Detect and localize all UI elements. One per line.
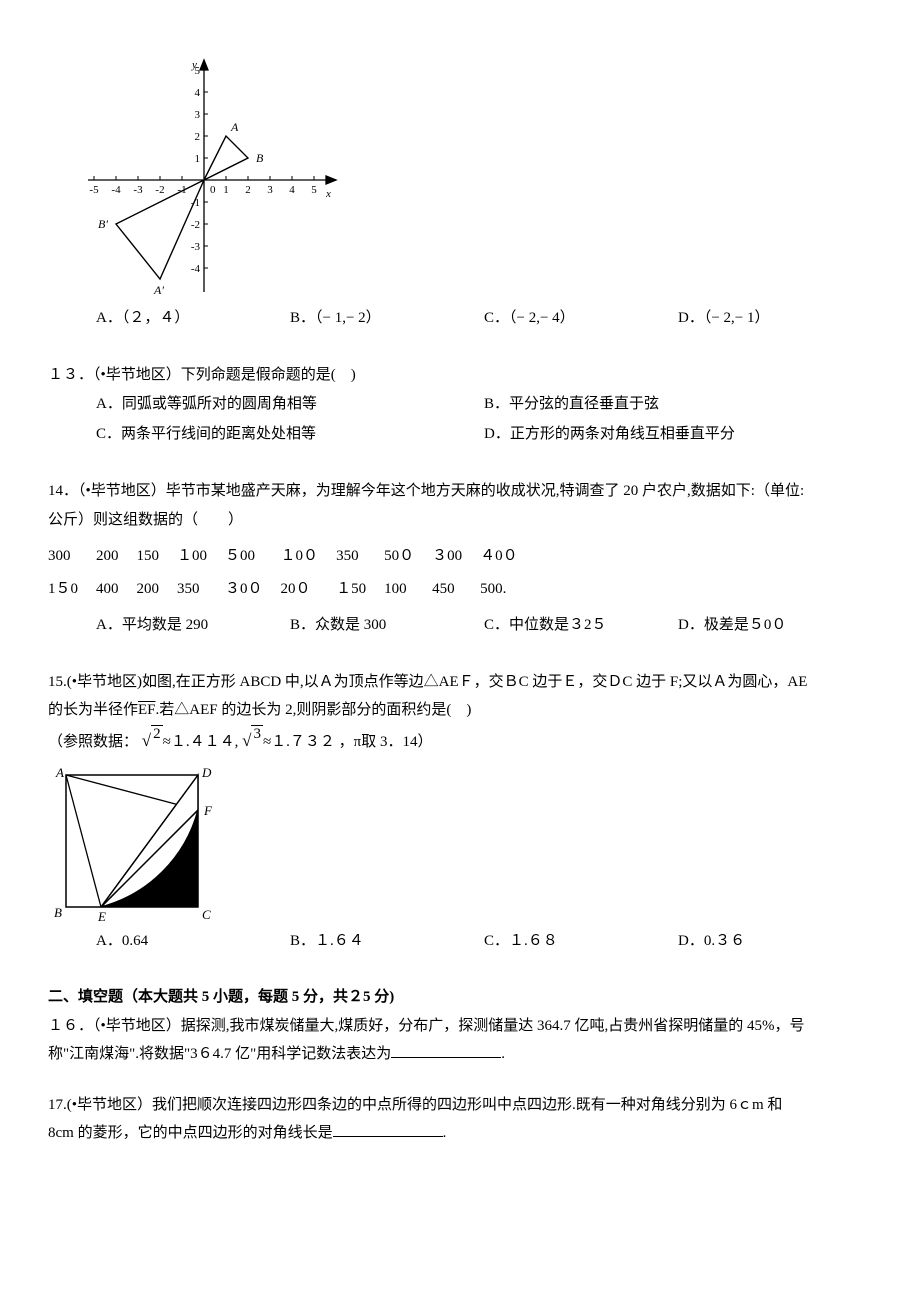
svg-text:3: 3 — [195, 109, 201, 121]
q16: １６．（•毕节地区）据探测,我市煤炭储量大,煤质好，分布广，探测储量达 364.… — [48, 1012, 872, 1069]
q13-option-a: A．同弧或等弧所对的圆周角相等 — [96, 389, 484, 419]
q13-option-c: C．两条平行线间的距离处处相等 — [96, 419, 484, 449]
q17-line2: 8cm 的菱形，它的中点四边形的对角线长是. — [48, 1119, 872, 1148]
q12-option-c: C．（− 2,− 4） — [484, 304, 678, 333]
svg-text:0: 0 — [210, 184, 216, 196]
q15-reference-data: （参照数据： √2≈１.４１４, √3≈１.７３２ ，π取 3．14） — [48, 725, 872, 757]
q12-option-a-text: （２，４） — [122, 310, 190, 326]
table-cell: 450 — [432, 573, 480, 606]
q12: -5-4-3 -2-1 123 45 0 -4-3-2 -1 123 45 x … — [48, 50, 872, 333]
svg-text:B: B — [54, 905, 62, 920]
table-cell: １50 — [336, 573, 384, 606]
svg-text:B: B — [256, 151, 264, 165]
table-cell: 500. — [480, 573, 536, 606]
svg-text:-3: -3 — [133, 184, 143, 196]
svg-text:-2: -2 — [155, 184, 164, 196]
svg-text:E: E — [97, 909, 106, 923]
q15-option-b: B．１.６４ — [290, 927, 484, 956]
q12-option-d-text: （− 2,− 1） — [704, 310, 770, 326]
svg-text:2: 2 — [245, 184, 251, 196]
q15-options: A．0.64 B．１.６４ C．１.６８ D．0.３６ — [96, 927, 872, 956]
q14-option-d: D．极差是５0０ — [678, 611, 872, 640]
q15-stem-line2: 的长为半径作EF.若△AEF 的边长为 2,则阴影部分的面积约是( ) — [48, 696, 872, 725]
svg-text:A′: A′ — [153, 283, 164, 297]
table-cell: 20０ — [281, 573, 337, 606]
q14-option-a: A．平均数是 290 — [96, 611, 290, 640]
q16-blank — [391, 1042, 501, 1058]
svg-text:A: A — [230, 120, 239, 134]
q13-option-b: B．平分弦的直径垂直于弦 — [484, 389, 872, 419]
q12-option-b-text: （− 1,− 2） — [315, 310, 381, 326]
q15-option-d: D．0.３６ — [678, 927, 872, 956]
svg-text:A: A — [55, 765, 64, 780]
q13-option-d: D．正方形的两条对角线互相垂直平分 — [484, 419, 872, 449]
q17: 17.(•毕节地区）我们把顺次连接四边形四条边的中点所得的四边形叫中点四边形.既… — [48, 1091, 872, 1148]
svg-text:y: y — [191, 59, 197, 71]
svg-text:5: 5 — [311, 184, 317, 196]
q13-stem: １３．（•毕节地区）下列命题是假命题的是( ) — [48, 361, 872, 390]
table-cell: 200 — [137, 573, 178, 606]
q13-options: A．同弧或等弧所对的圆周角相等 C．两条平行线间的距离处处相等 B．平分弦的直径… — [96, 389, 872, 449]
svg-text:-4: -4 — [191, 263, 201, 275]
q17-line1: 17.(•毕节地区）我们把顺次连接四边形四条边的中点所得的四边形叫中点四边形.既… — [48, 1091, 872, 1120]
table-cell: 400 — [96, 573, 137, 606]
arc-ef: EF — [138, 702, 156, 718]
q15-stem-line1: 15.(•毕节地区)如图,在正方形 ABCD 中,以Ａ为顶点作等边△AEＦ，交Ｂ… — [48, 668, 872, 697]
table-cell: １0０ — [281, 540, 337, 573]
q14-data-table: 300200150１00５00１0０35050０３00４0０ 1５0400200… — [48, 540, 536, 605]
q12-options: A．（２，４） B．（− 1,− 2） C．（− 2,− 4） D．（− 2,−… — [96, 304, 872, 333]
q12-option-c-text: （− 2,− 4） — [509, 310, 575, 326]
table-cell: ５00 — [225, 540, 281, 573]
q14-stem-line2: 公斤）则这组数据的（ ） — [48, 506, 872, 535]
svg-text:B′: B′ — [98, 217, 108, 231]
q12-option-d: D．（− 2,− 1） — [678, 304, 872, 333]
table-cell: 100 — [384, 573, 432, 606]
svg-text:-3: -3 — [191, 241, 201, 253]
table-cell: 150 — [137, 540, 178, 573]
table-cell: 50０ — [384, 540, 432, 573]
q12-coordinate-graph: -5-4-3 -2-1 123 45 0 -4-3-2 -1 123 45 x … — [78, 50, 348, 300]
table-cell: ３0０ — [225, 573, 281, 606]
table-cell: 300 — [48, 540, 96, 573]
q15-figure: A D B C E F — [48, 763, 218, 923]
svg-text:2: 2 — [195, 131, 201, 143]
table-cell: ３00 — [432, 540, 480, 573]
table-cell: 200 — [96, 540, 137, 573]
q14-option-b: B．众数是 300 — [290, 611, 484, 640]
svg-text:C: C — [202, 907, 211, 922]
q14-option-c: C．中位数是３2５ — [484, 611, 678, 640]
svg-text:4: 4 — [289, 184, 295, 196]
q15-option-c: C．１.６８ — [484, 927, 678, 956]
q16-line1: １６．（•毕节地区）据探测,我市煤炭储量大,煤质好，分布广，探测储量达 364.… — [48, 1012, 872, 1041]
q14-options: A．平均数是 290 B．众数是 300 C．中位数是３2５ D．极差是５0０ — [96, 611, 872, 640]
q12-option-b: B．（− 1,− 2） — [290, 304, 484, 333]
table-cell: 350 — [336, 540, 384, 573]
svg-text:D: D — [201, 765, 212, 780]
svg-text:3: 3 — [267, 184, 273, 196]
table-cell: ４0０ — [480, 540, 536, 573]
table-cell: 350 — [177, 573, 225, 606]
svg-text:F: F — [203, 803, 213, 818]
svg-text:-4: -4 — [111, 184, 121, 196]
svg-text:1: 1 — [195, 153, 201, 165]
q15-option-a: A．0.64 — [96, 927, 290, 956]
q14: 14．（•毕节地区）毕节市某地盛产天麻，为理解今年这个地方天麻的收成状况,特调查… — [48, 477, 872, 640]
q13: １３．（•毕节地区）下列命题是假命题的是( ) A．同弧或等弧所对的圆周角相等 … — [48, 361, 872, 450]
svg-text:4: 4 — [195, 87, 201, 99]
svg-text:1: 1 — [223, 184, 229, 196]
table-cell: １00 — [177, 540, 225, 573]
svg-text:-5: -5 — [89, 184, 99, 196]
sqrt2: √2 — [142, 725, 163, 757]
q16-line2: 称"江南煤海".将数据"3６4.7 亿"用科学记数法表达为. — [48, 1040, 872, 1069]
q17-blank — [333, 1121, 443, 1137]
q12-option-a: A．（２，４） — [96, 304, 290, 333]
q15: 15.(•毕节地区)如图,在正方形 ABCD 中,以Ａ为顶点作等边△AEＦ，交Ｂ… — [48, 668, 872, 956]
svg-text:x: x — [325, 188, 331, 200]
sqrt3: √3 — [242, 725, 263, 757]
svg-text:-2: -2 — [191, 219, 200, 231]
table-cell: 1５0 — [48, 573, 96, 606]
q14-stem-line1: 14．（•毕节地区）毕节市某地盛产天麻，为理解今年这个地方天麻的收成状况,特调查… — [48, 477, 872, 506]
section-2-title: 二、填空题（本大题共 5 小题，每题 5 分，共２5 分) — [48, 983, 872, 1012]
